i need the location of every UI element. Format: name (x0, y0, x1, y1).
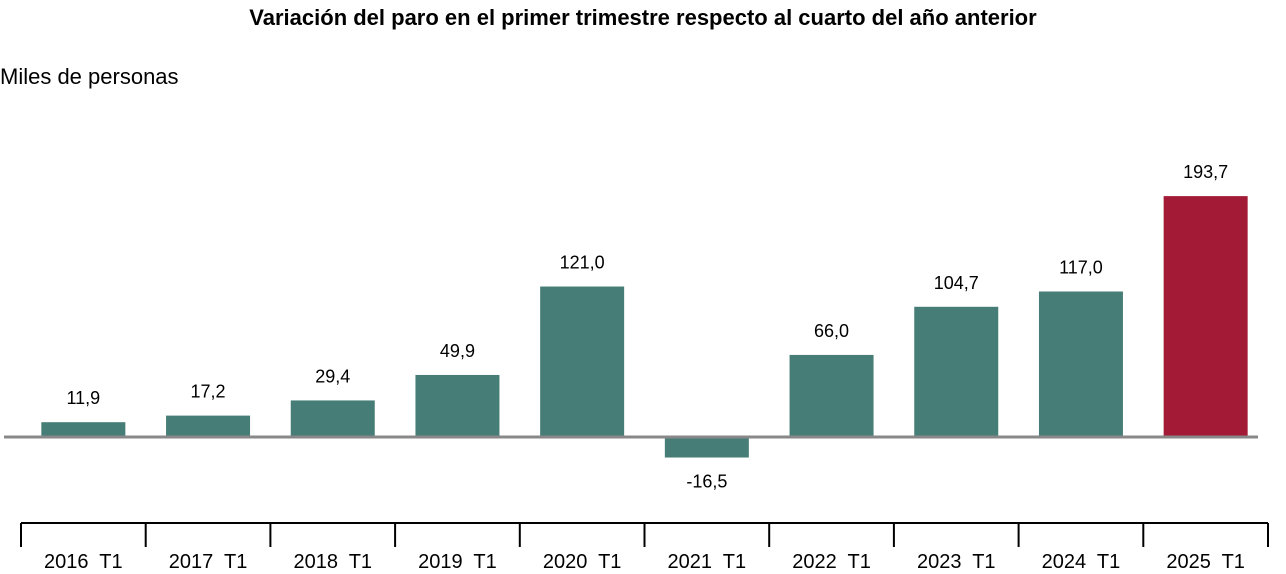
bar (914, 306, 999, 437)
bar (41, 422, 126, 437)
x-tick-label: 2022 T1 (792, 551, 871, 573)
bar (664, 437, 749, 458)
bar (789, 354, 874, 437)
x-tick-label: 2016 T1 (44, 551, 123, 573)
data-label: -16,5 (686, 472, 727, 492)
bar (1163, 196, 1248, 437)
bar (1038, 291, 1123, 437)
chart-title: Variación del paro en el primer trimestr… (249, 5, 1037, 30)
x-tick-label: 2019 T1 (418, 551, 497, 573)
data-label: 29,4 (315, 366, 350, 386)
data-label: 11,9 (66, 388, 100, 408)
x-tick-label: 2023 T1 (917, 551, 996, 573)
data-label: 104,7 (934, 273, 979, 293)
x-tick-label: 2017 T1 (169, 551, 248, 573)
data-label: 17,2 (191, 382, 226, 402)
bar (415, 374, 500, 437)
x-tick-label: 2020 T1 (543, 551, 622, 573)
x-tick-label: 2021 T1 (668, 551, 747, 573)
data-label: 49,9 (440, 341, 475, 361)
x-tick-label: 2018 T1 (293, 551, 372, 573)
chart-subtitle: Miles de personas (0, 64, 179, 89)
x-tick-label: 2025 T1 (1166, 551, 1245, 573)
data-label: 193,7 (1183, 162, 1228, 182)
bar (166, 415, 251, 437)
data-label: 121,0 (560, 253, 605, 273)
bar (540, 286, 625, 437)
x-tick-label: 2024 T1 (1042, 551, 1121, 573)
bar (290, 400, 375, 437)
data-label: 66,0 (814, 321, 849, 341)
data-label: 117,0 (1059, 257, 1103, 277)
